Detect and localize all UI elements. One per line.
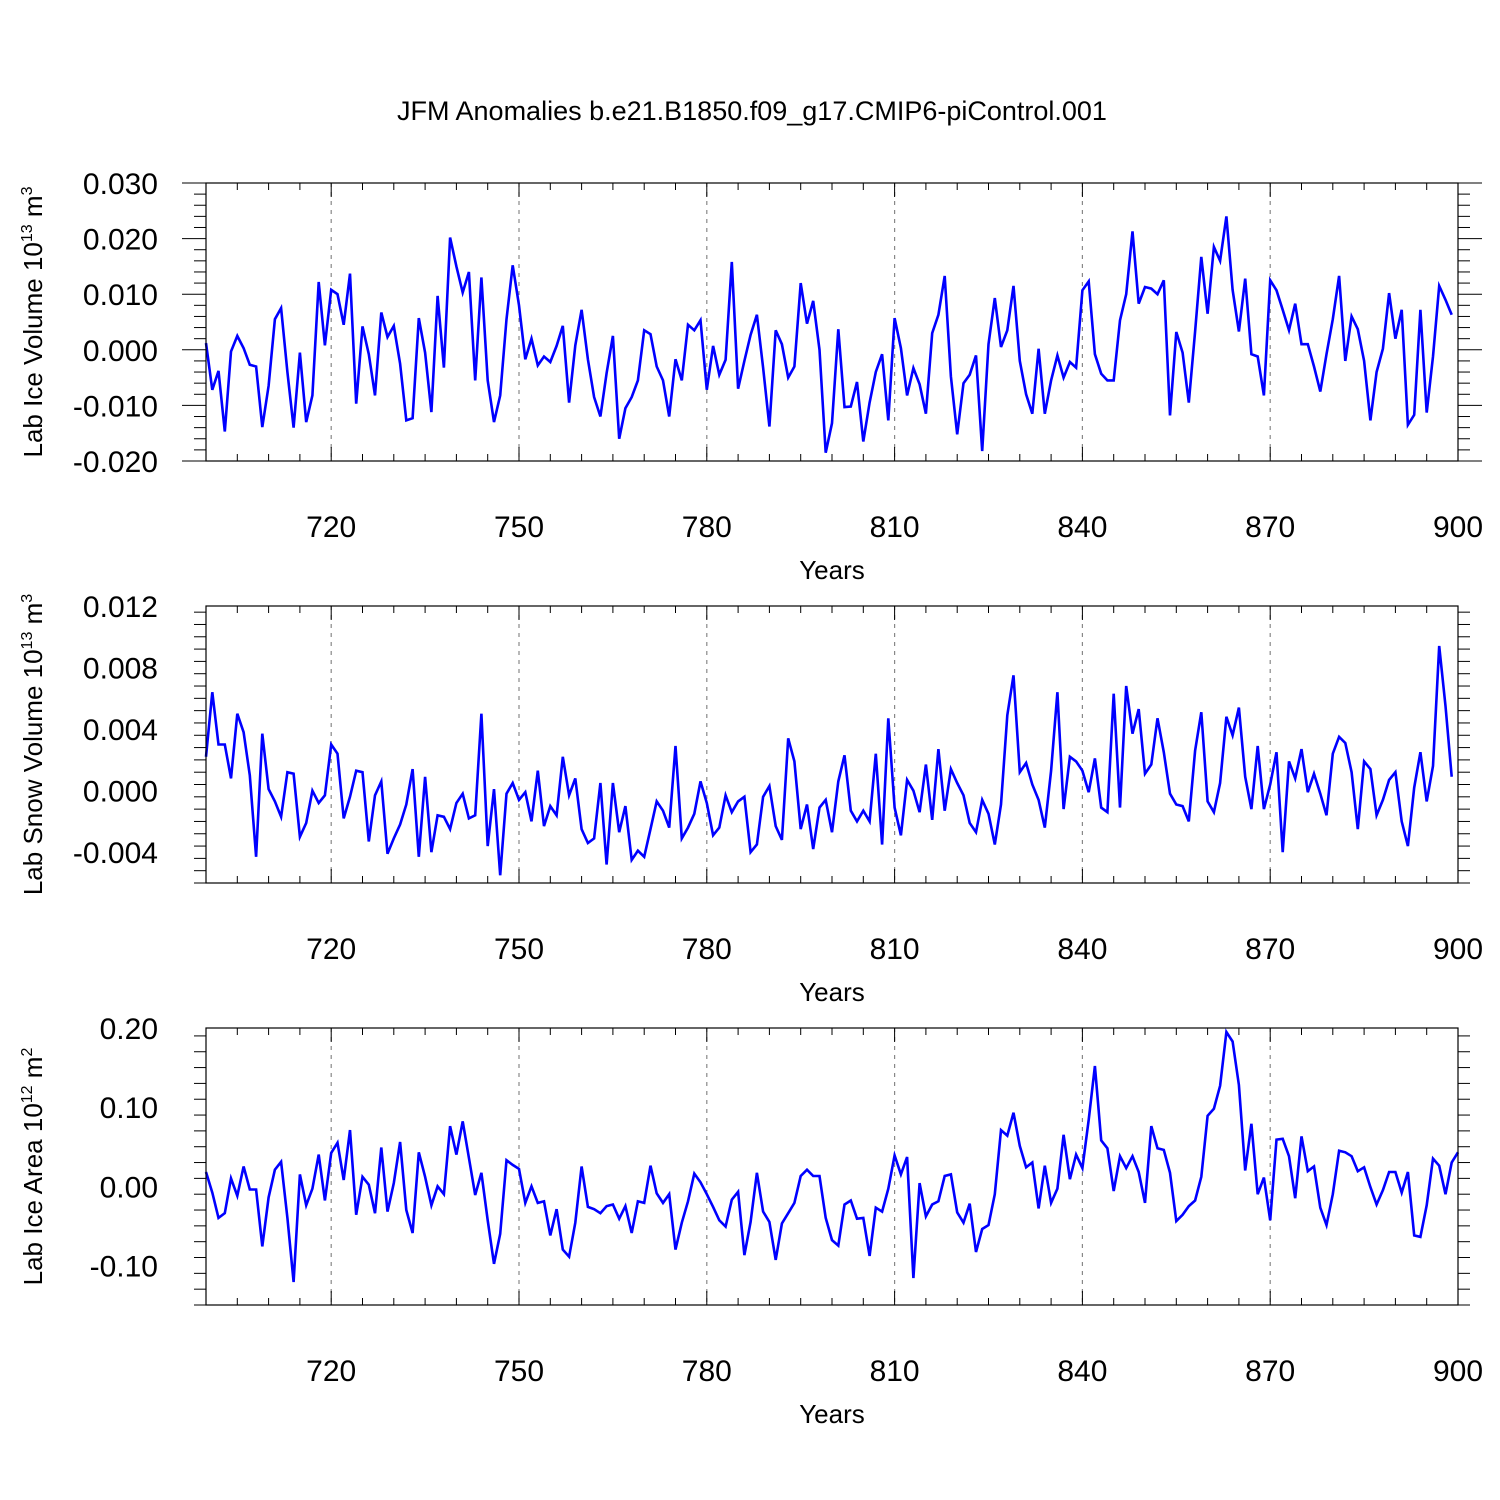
y-tick-label: 0.004 [83,714,158,747]
y-tick-label: 0.030 [83,168,158,201]
y-tick-label: 0.20 [100,1013,158,1046]
x-tick-label: 900 [1433,933,1483,966]
y-axis-label-exp: 12 [19,1085,36,1103]
y-tick-label: -0.10 [90,1250,158,1283]
x-tick-label: 810 [870,1355,920,1388]
y-tick-label: 0.020 [83,224,158,257]
chart-title: JFM Anomalies b.e21.B1850.f09_g17.CMIP6-… [397,96,1107,126]
plot-frame [205,605,1459,884]
x-tick-label: 750 [494,933,544,966]
x-axis-label: Years [799,555,865,585]
x-tick-label: 720 [306,933,356,966]
y-tick-label: -0.010 [73,390,158,423]
y-axis-label: Lab Ice Area 1012 m2 [18,1048,48,1286]
y-tick-label: 0.000 [83,335,158,368]
y-tick-label: -0.020 [73,446,158,479]
y-axis-label-exp: 13 [19,632,36,650]
x-tick-label: 810 [870,511,920,544]
x-tick-label: 750 [494,1355,544,1388]
plot-frame [205,182,1459,462]
y-tick-label: 0.000 [83,776,158,809]
y-axis-label-unit: m [18,1057,48,1086]
y-axis-label-unit: m [18,195,48,224]
y-axis-label-main: Lab Ice Area 10 [18,1103,48,1285]
x-tick-label: 870 [1245,933,1295,966]
y-tick-label: -0.004 [73,837,158,870]
y-axis-label-unit-exp: 2 [19,1048,36,1057]
x-tick-label: 900 [1433,1355,1483,1388]
y-tick-label: 0.012 [83,591,158,624]
panel-1: -0.020 -0.010 0.000 0.010 0.020 0.030 720 750 78… [18,168,1483,585]
x-tick-label: 780 [682,1355,732,1388]
x-tick-label: 780 [682,511,732,544]
x-tick-label: 720 [306,511,356,544]
panels: -0.020 -0.010 0.000 0.010 0.020 0.030 720 750 78… [18,168,1483,1429]
y-axis-label-unit-exp: 3 [19,594,36,603]
x-tick-label: 840 [1057,1355,1107,1388]
series-line [204,1028,1460,1283]
y-axis-label-exp: 13 [19,224,36,242]
series-line [204,645,1453,876]
panel-3: -0.10 0.00 0.10 0.20 720 750 780 810 840 870 900 Ye… [18,1013,1483,1429]
x-tick-label: 900 [1433,511,1483,544]
x-axis-label: Years [799,1399,865,1429]
x-tick-label: 840 [1057,933,1107,966]
x-tick-label: 750 [494,511,544,544]
x-axis-label: Years [799,977,865,1007]
y-axis-label-unit-exp: 3 [19,186,36,195]
x-tick-label: 840 [1057,511,1107,544]
series-line [204,216,1453,453]
y-tick-label: 0.008 [83,653,158,686]
y-axis-label-unit: m [18,603,48,632]
plot-frame [205,1027,1459,1306]
y-tick-label: 0.10 [100,1092,158,1125]
y-tick-label: 0.010 [83,279,158,312]
y-axis-label: Lab Snow Volume 1013 m3 [18,594,48,895]
x-tick-label: 810 [870,933,920,966]
x-tick-label: 870 [1245,511,1295,544]
y-axis-label-main: Lab Ice Volume 10 [18,242,48,457]
panel-2: -0.004 0.000 0.004 0.008 0.012 720 750 780 810 84… [18,591,1483,1007]
x-tick-label: 870 [1245,1355,1295,1388]
x-tick-label: 780 [682,933,732,966]
x-tick-label: 720 [306,1355,356,1388]
y-axis-label: Lab Ice Volume 1013 m3 [18,186,48,457]
y-tick-label: 0.00 [100,1171,158,1204]
y-axis-label-main: Lab Snow Volume 10 [18,649,48,895]
